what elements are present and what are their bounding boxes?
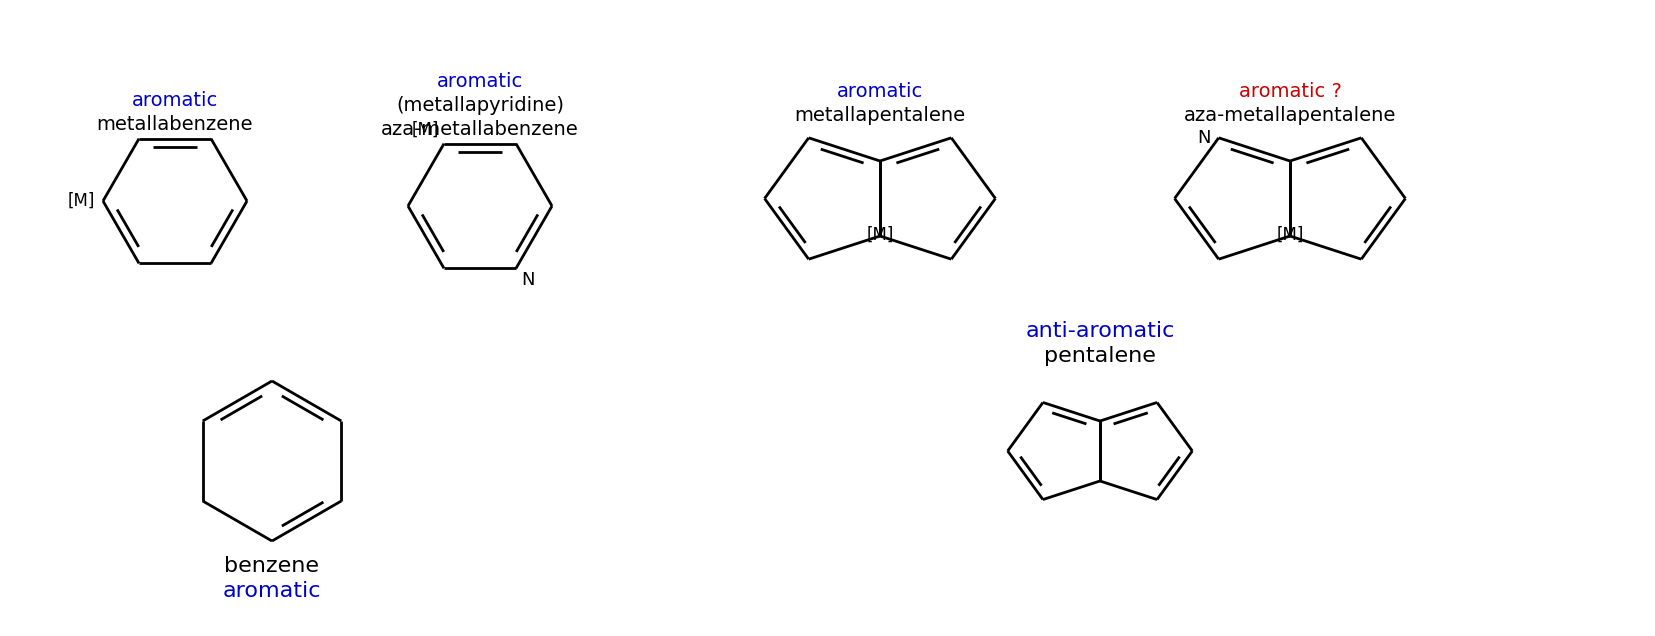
Text: aromatic: aromatic [223,581,321,601]
Text: aromatic: aromatic [132,91,218,110]
Text: [M]: [M] [412,121,439,139]
Text: benzene: benzene [225,556,319,576]
Text: metallabenzene: metallabenzene [96,115,253,134]
Text: [M]: [M] [1276,226,1304,244]
Text: aromatic: aromatic [437,72,523,91]
Text: aza-metallapentalene: aza-metallapentalene [1183,106,1397,125]
Text: [M]: [M] [68,192,94,210]
Text: aza-metallabenzene: aza-metallabenzene [381,120,579,139]
Text: [M]: [M] [866,226,894,244]
Text: pentalene: pentalene [1044,346,1155,366]
Text: metallapentalene: metallapentalene [794,106,965,125]
Text: aromatic: aromatic [837,82,923,101]
Text: N: N [521,272,535,289]
Text: anti-aromatic: anti-aromatic [1026,321,1175,341]
Text: aromatic ?: aromatic ? [1238,82,1342,101]
Text: N: N [1197,129,1211,147]
Text: (metallapyridine): (metallapyridine) [396,96,564,115]
